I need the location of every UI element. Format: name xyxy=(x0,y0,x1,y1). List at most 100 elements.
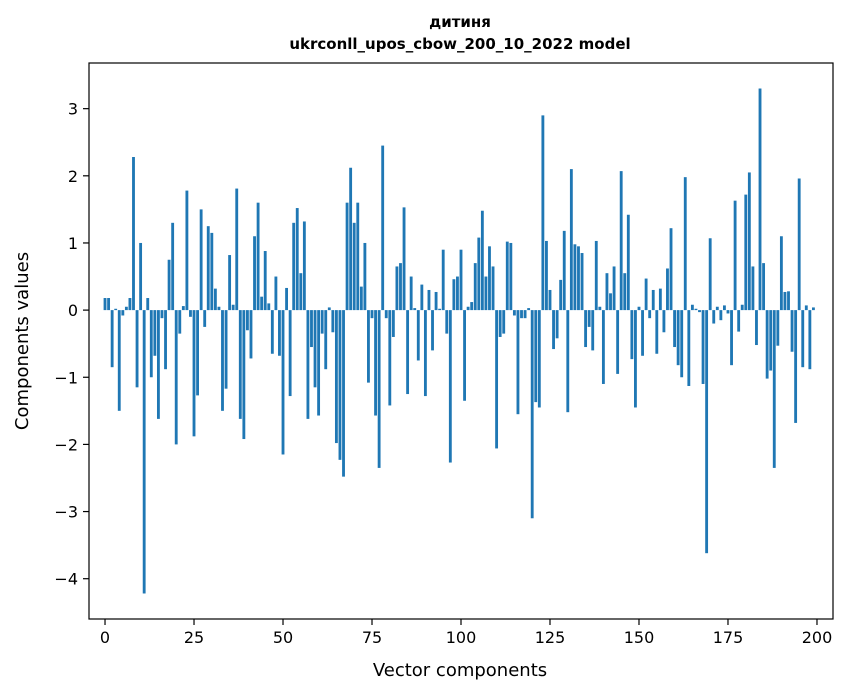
bar-182 xyxy=(751,266,755,311)
bar-27 xyxy=(199,209,203,311)
bar-24 xyxy=(189,310,192,317)
bar-119 xyxy=(527,308,531,311)
bar-95 xyxy=(441,249,445,311)
bar-44 xyxy=(260,296,264,311)
bar-174 xyxy=(723,305,726,311)
bar-88 xyxy=(416,310,420,361)
bar-199 xyxy=(812,307,815,311)
chart-title-line1: дитиня xyxy=(429,13,491,31)
bar-103 xyxy=(470,302,474,311)
y-tick-label: −1 xyxy=(54,368,78,387)
bar-108 xyxy=(488,246,491,311)
bar-170 xyxy=(708,238,712,311)
bar-99 xyxy=(456,276,459,311)
bar-72 xyxy=(359,286,363,311)
bar-47 xyxy=(270,310,274,354)
bar-177 xyxy=(733,200,737,311)
bar-21 xyxy=(178,310,182,334)
bar-41 xyxy=(249,310,253,359)
bar-164 xyxy=(687,310,691,386)
bar-68 xyxy=(345,202,349,311)
bar-67 xyxy=(342,310,345,477)
bar-48 xyxy=(274,276,278,311)
bar-153 xyxy=(648,310,652,319)
bar-131 xyxy=(569,169,573,311)
bar-106 xyxy=(480,210,484,311)
bar-180 xyxy=(744,194,748,311)
bar-168 xyxy=(701,310,705,384)
y-tick-label: 2 xyxy=(68,167,78,186)
bar-97 xyxy=(448,310,452,463)
bar-49 xyxy=(278,310,281,356)
bar-56 xyxy=(302,221,306,311)
bar-139 xyxy=(598,306,602,311)
bar-184 xyxy=(758,88,762,311)
bar-121 xyxy=(534,310,538,403)
bar-171 xyxy=(712,310,716,324)
bar-1 xyxy=(107,298,111,311)
bar-28 xyxy=(203,310,207,327)
bar-163 xyxy=(683,177,687,311)
bar-122 xyxy=(537,310,541,408)
bar-54 xyxy=(295,208,299,311)
bar-12 xyxy=(146,298,150,311)
bar-141 xyxy=(605,273,609,311)
x-axis-label: Vector components xyxy=(373,660,547,681)
bar-143 xyxy=(612,266,616,311)
bar-195 xyxy=(797,178,801,311)
chart-title-line2: ukrconll_upos_cbow_200_10_2022 model xyxy=(289,35,630,53)
bar-35 xyxy=(228,255,232,311)
bar-142 xyxy=(609,293,612,311)
bar-9 xyxy=(135,310,139,388)
bar-175 xyxy=(726,310,730,314)
bar-3 xyxy=(114,308,118,311)
bar-45 xyxy=(263,251,267,311)
bar-69 xyxy=(349,167,353,311)
bar-74 xyxy=(367,310,370,383)
x-tick-label: 0 xyxy=(100,628,110,647)
bar-33 xyxy=(221,310,224,411)
bar-167 xyxy=(698,310,701,313)
bar-10 xyxy=(139,242,143,311)
bar-7 xyxy=(128,298,132,311)
bar-194 xyxy=(794,310,798,423)
bar-36 xyxy=(231,304,235,311)
bar-37 xyxy=(235,188,239,311)
y-axis-label: Components values xyxy=(12,252,33,430)
bar-43 xyxy=(256,202,260,311)
bar-189 xyxy=(776,310,780,346)
bar-149 xyxy=(634,310,637,408)
bar-34 xyxy=(224,310,228,389)
bar-93 xyxy=(434,291,438,311)
x-tick-label: 50 xyxy=(273,628,293,647)
x-tick-label: 125 xyxy=(535,628,566,647)
bar-82 xyxy=(395,266,399,311)
bar-154 xyxy=(651,289,655,311)
bar-191 xyxy=(783,291,787,311)
bar-197 xyxy=(804,305,808,311)
y-tick-label: 0 xyxy=(68,301,78,320)
bar-42 xyxy=(253,236,256,311)
bar-57 xyxy=(306,310,310,419)
bar-183 xyxy=(755,310,758,346)
bar-4 xyxy=(117,310,121,411)
bar-18 xyxy=(167,259,171,311)
bar-23 xyxy=(185,190,189,311)
bar-50 xyxy=(281,310,285,455)
bar-25 xyxy=(192,310,196,437)
bar-70 xyxy=(352,222,356,311)
bar-127 xyxy=(555,310,559,339)
y-tick-label: 1 xyxy=(68,234,78,253)
x-tick-label: 75 xyxy=(362,628,382,647)
bar-110 xyxy=(495,310,499,449)
bar-123 xyxy=(541,115,545,311)
bar-71 xyxy=(356,202,360,311)
bar-6 xyxy=(124,306,128,311)
bar-8 xyxy=(132,157,135,311)
bar-150 xyxy=(637,306,641,311)
bar-113 xyxy=(505,241,509,311)
bar-30 xyxy=(210,232,214,311)
bar-91 xyxy=(427,289,431,311)
bar-76 xyxy=(374,310,377,416)
bar-130 xyxy=(566,310,570,413)
